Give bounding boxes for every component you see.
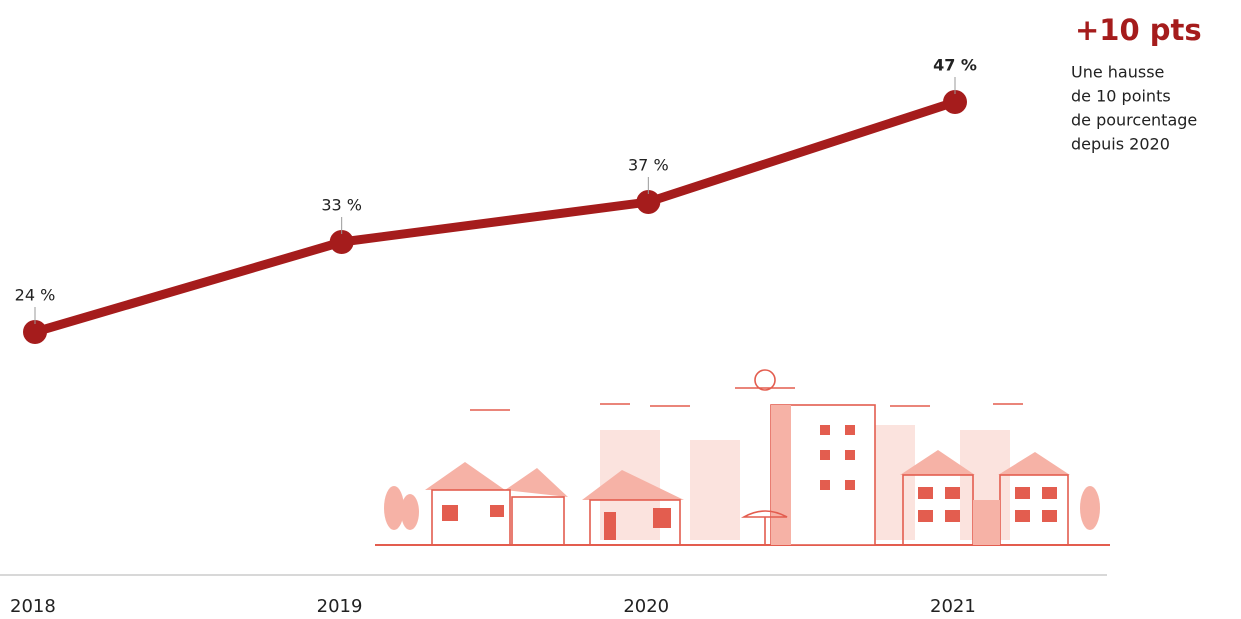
annotation-line: Une hausse: [1071, 63, 1164, 82]
annotation-title: +10 pts: [1075, 13, 1202, 47]
value-label: 47 %: [933, 56, 977, 75]
annotation-line: depuis 2020: [1071, 135, 1170, 154]
value-label: 37 %: [628, 156, 669, 175]
x-tick-label: 2019: [317, 596, 363, 617]
annotation-text: Une hausse de 10 points de pourcentage depu…: [1071, 63, 1197, 154]
chart: +10 pts Une hausse de 10 points de pourcen…: [0, 0, 1241, 619]
x-tick-label: 2018: [10, 596, 56, 617]
value-label: 24 %: [15, 286, 56, 305]
x-tick-label: 2021: [930, 596, 976, 617]
value-label: 33 %: [321, 196, 362, 215]
annotation-line: de pourcentage: [1071, 111, 1197, 130]
line: [35, 102, 955, 332]
x-tick-label: 2020: [623, 596, 669, 617]
annotation-line: de 10 points: [1071, 87, 1171, 106]
illustration: [375, 370, 1110, 545]
